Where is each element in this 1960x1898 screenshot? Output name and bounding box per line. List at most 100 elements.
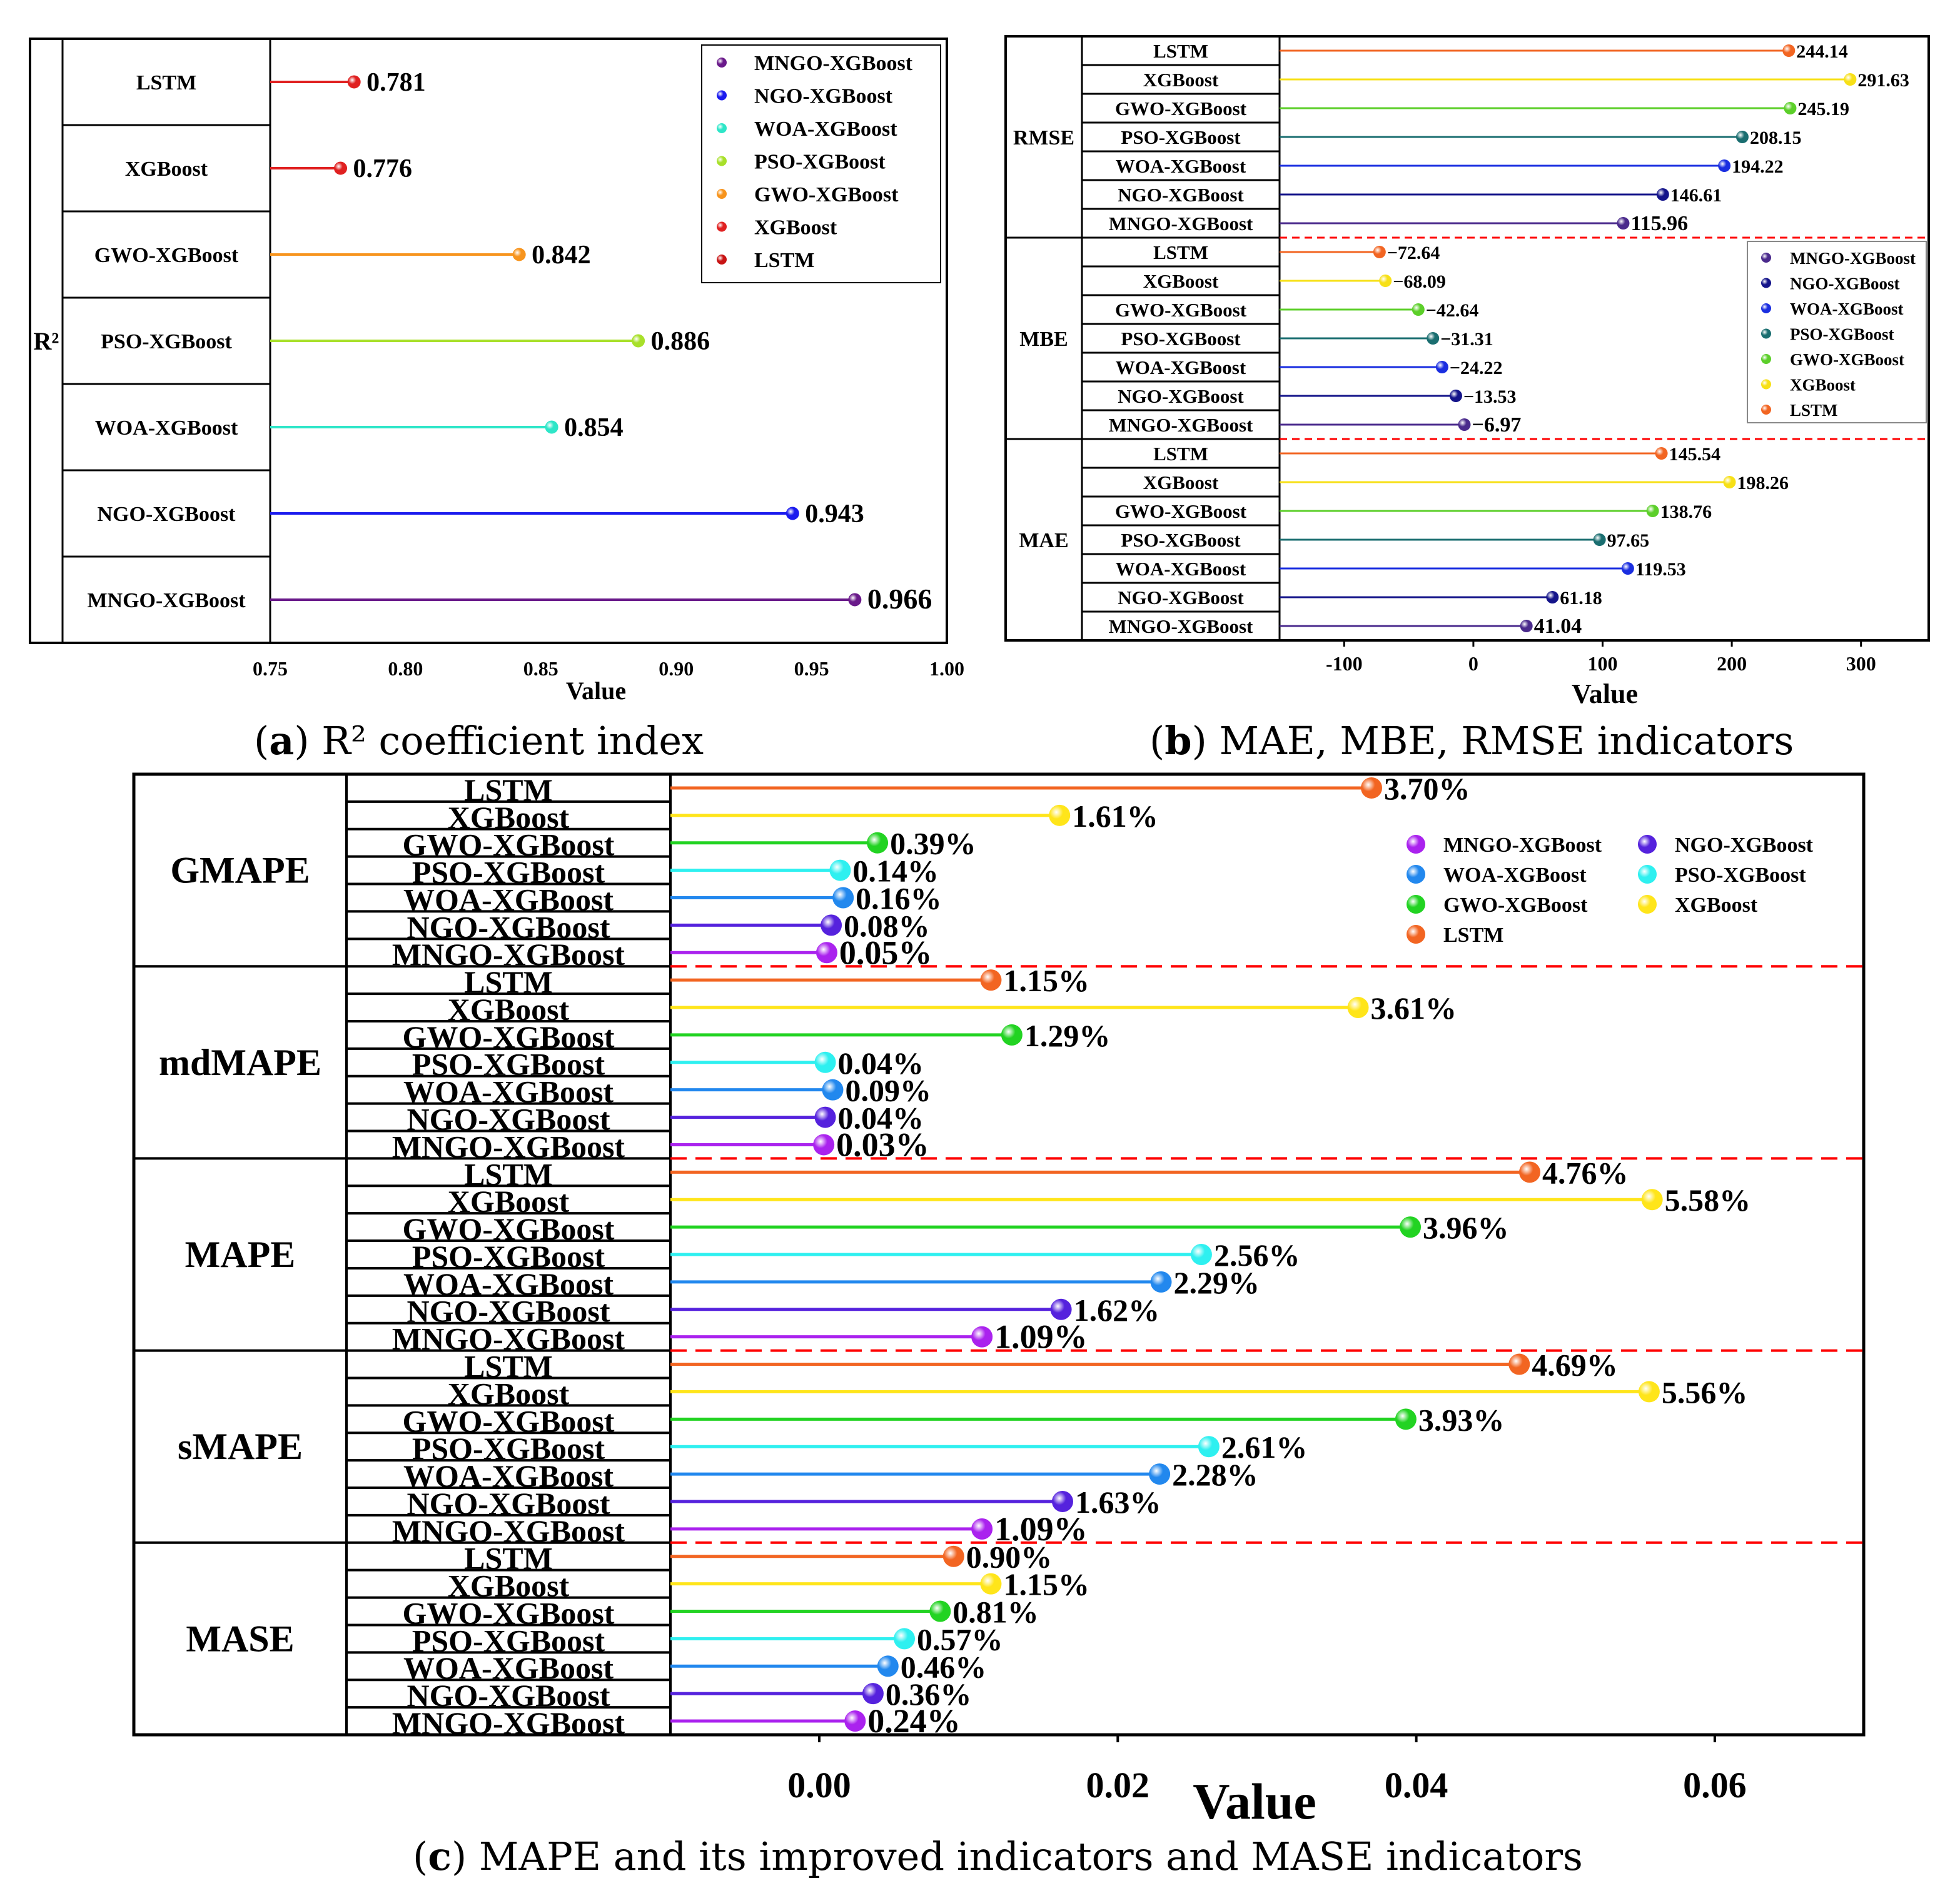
panel-b-value-label: 244.14 <box>1796 41 1848 62</box>
panel-c-caption-text: ) MAPE and its improved indicators and M… <box>452 1834 1583 1879</box>
panel-c-legend-label: MNGO-XGBoost <box>1443 834 1602 857</box>
panel-b-x-axis-label: Value <box>1572 679 1638 709</box>
panel-c-value-label: 1.15% <box>1003 963 1089 998</box>
panel-b-legend-label: PSO-XGBoost <box>1790 325 1894 344</box>
panel-c-dot-gmape-lstm <box>1361 777 1383 799</box>
panel-c-dot-mase-xgboost <box>980 1573 1002 1595</box>
panel-b-value-label: −42.64 <box>1426 300 1479 321</box>
panel-c-dot-mase-woa-xgboost <box>877 1655 899 1677</box>
panel-c-caption-letter: c <box>428 1834 452 1879</box>
panel-c-dot-smape-mngo-xgboost <box>971 1518 993 1540</box>
panel-b-category-label: NGO-XGBoost <box>1118 587 1244 608</box>
panel-c-dot-gmape-xgboost <box>1049 804 1071 826</box>
panel-b-category-label: LSTM <box>1153 443 1208 465</box>
panel-b-dot-mbe-xgboost <box>1379 275 1392 287</box>
panel-c-legend-marker-pso-xgboost <box>1638 865 1657 884</box>
panel-c-dot-mase-gwo-xgboost <box>929 1600 951 1622</box>
panel-a-legend-marker-pso-xgboost <box>717 156 727 166</box>
panel-c-legend-marker-xgboost <box>1638 895 1657 914</box>
panel-b-category-label: GWO-XGBoost <box>1115 299 1247 321</box>
panel-c-legend-marker-mngo-xgboost <box>1407 835 1425 854</box>
panel-b-value-label: −13.53 <box>1463 386 1517 407</box>
panel-b-value-label: 208.15 <box>1750 128 1802 148</box>
panel-b-value-label: 291.63 <box>1857 70 1909 91</box>
panel-b-value-label: −31.31 <box>1440 329 1493 350</box>
panel-c-value-label: 0.57% <box>917 1622 1003 1657</box>
panel-c-dot-smape-xgboost <box>1638 1381 1660 1403</box>
panel-a-dot-mngo-xgboost <box>848 593 862 607</box>
panel-c-dot-mape-lstm <box>1518 1161 1540 1183</box>
panel-b-frame <box>1004 35 1930 642</box>
panel-c-value-label: 5.58% <box>1665 1183 1751 1218</box>
panel-a-x-tick-label: 0.90 <box>659 657 694 680</box>
panel-b-legend-marker-mngo-xgboost <box>1761 253 1771 263</box>
panel-b-category-label: NGO-XGBoost <box>1118 385 1244 407</box>
panel-b-category-label: MNGO-XGBoost <box>1109 615 1253 637</box>
panel-c-legend-label: LSTM <box>1443 924 1503 947</box>
panel-b-legend-marker-woa-xgboost <box>1761 303 1771 313</box>
panel-c-value-label: 2.29% <box>1174 1265 1260 1300</box>
panel-a-legend <box>701 44 941 283</box>
panel-b-dot-mae-ngo-xgboost <box>1546 591 1559 603</box>
panel-b-category-label: WOA-XGBoost <box>1116 155 1246 177</box>
panel-c-dot-mape-gwo-xgboost <box>1400 1216 1422 1238</box>
panel-c-value-label: 2.56% <box>1214 1238 1300 1273</box>
panel-c-value-label: 0.90% <box>966 1540 1053 1575</box>
panel-c-dot-mdmape-woa-xgboost <box>822 1079 844 1101</box>
panel-b-legend-label: MNGO-XGBoost <box>1790 249 1916 268</box>
panel-c-dot-mase-ngo-xgboost <box>862 1683 884 1705</box>
panel-b-value-label: 61.18 <box>1560 588 1602 608</box>
panel-c-value-label: 2.61% <box>1221 1430 1308 1465</box>
panel-a-category-label: NGO-XGBoost <box>98 503 236 526</box>
panel-b-dot-rmse-woa-xgboost <box>1718 159 1731 172</box>
panel-b-dot-mbe-mngo-xgboost <box>1458 418 1471 431</box>
panel-c-value-label: 0.04% <box>838 1046 924 1081</box>
panel-b-dot-mbe-ngo-xgboost <box>1449 390 1462 402</box>
panel-c-x-tick-label: 0.02 <box>1086 1765 1150 1805</box>
panel-c-value-label: 0.09% <box>845 1073 931 1108</box>
panel-c-dot-mape-mngo-xgboost <box>971 1326 993 1348</box>
panel-a-dot-ngo-xgboost <box>786 507 799 520</box>
panel-c-value-label: 3.96% <box>1423 1210 1509 1245</box>
panel-a-legend-marker-gwo-xgboost <box>717 189 727 199</box>
panel-b-value-label: 97.65 <box>1607 530 1650 551</box>
panel-c-value-label: 3.93% <box>1418 1402 1505 1437</box>
panel-c-dot-mase-mngo-xgboost <box>844 1710 866 1732</box>
panel-b-value-label: −68.09 <box>1393 271 1446 292</box>
panel-c-value-label: 0.81% <box>952 1595 1039 1630</box>
panel-a-value-label: 0.781 <box>366 68 426 97</box>
panel-b-dot-mbe-gwo-xgboost <box>1412 303 1425 316</box>
panel-b-category-label: PSO-XGBoost <box>1121 328 1241 350</box>
panel-c-dot-mdmape-lstm <box>980 969 1002 991</box>
panel-b-legend-label: WOA-XGBoost <box>1790 300 1904 318</box>
panel-c-category-label: MNGO-XGBoost <box>392 1705 625 1740</box>
panel-b-legend-marker-lstm <box>1761 405 1771 415</box>
panel-a-dot-pso-xgboost <box>632 334 645 348</box>
panel-c-group-label-mape: MAPE <box>185 1234 296 1275</box>
panel-c-dot-gmape-ngo-xgboost <box>821 914 842 936</box>
panel-c-dot-smape-lstm <box>1508 1353 1530 1375</box>
panel-c-dot-gmape-mngo-xgboost <box>816 942 837 964</box>
panel-a-value-label: 0.776 <box>353 154 413 183</box>
panel-b-category-label: XGBoost <box>1143 69 1219 91</box>
panel-b-value-label: 138.76 <box>1660 502 1712 522</box>
panel-b-caption: (b) MAE, MBE, RMSE indicators <box>1149 718 1794 764</box>
panel-b-x-tick-label: 100 <box>1588 652 1618 675</box>
panel-b-category-label: LSTM <box>1153 40 1208 62</box>
panel-b-value-label: 41.04 <box>1534 615 1582 638</box>
panel-c-value-label: 5.56% <box>1662 1375 1748 1410</box>
panel-b-x-tick-label: 300 <box>1846 652 1876 675</box>
panel-b-value-label: −72.64 <box>1387 243 1440 263</box>
panel-c-group-label-smape: sMAPE <box>178 1426 303 1467</box>
panel-c-value-label: 0.04% <box>838 1101 924 1136</box>
panel-b-category-label: XGBoost <box>1143 270 1219 292</box>
panel-c-value-label: 0.24% <box>867 1702 961 1740</box>
panel-b-value-label: 115.96 <box>1630 212 1688 235</box>
panel-c-caption: (c) MAPE and its improved indicators and… <box>413 1834 1583 1879</box>
panel-a-legend-marker-woa-xgboost <box>717 123 727 133</box>
panel-c-legend-marker-ngo-xgboost <box>1638 835 1657 854</box>
panel-a-frame <box>29 38 948 644</box>
panel-c-dot-mase-pso-xgboost <box>894 1628 916 1650</box>
panel-a-legend-label: WOA-XGBoost <box>754 118 897 141</box>
panel-a-legend-marker-mngo-xgboost <box>717 58 727 68</box>
